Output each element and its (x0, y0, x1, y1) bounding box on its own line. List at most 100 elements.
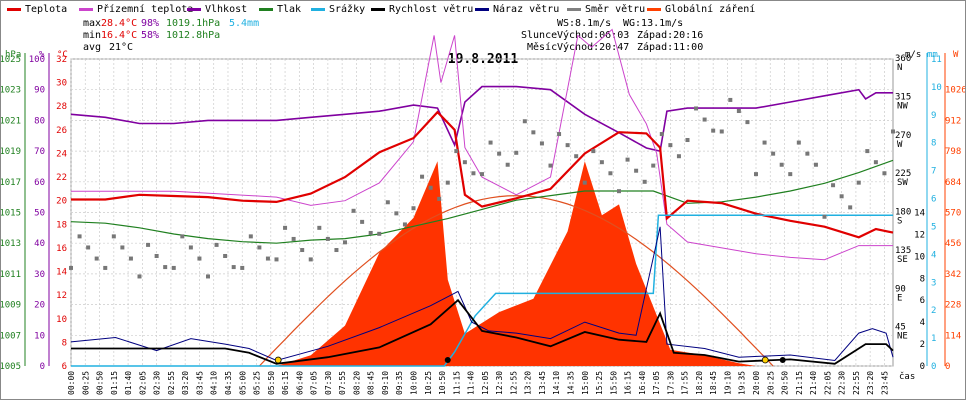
stats-max-hum: 98% (141, 18, 159, 29)
legend-swatch (187, 8, 201, 11)
degc-tick: 14 (56, 268, 67, 278)
legend-swatch (79, 8, 93, 11)
axes: 1025102310211019101710151013101110091007… (0, 50, 966, 372)
w-unit: W (953, 50, 959, 60)
wind-direction-point (488, 140, 493, 145)
degc-tick: 18 (56, 220, 67, 230)
wind-direction-point (343, 240, 347, 245)
mm-tick: 11 (931, 55, 942, 65)
wind-direction-point (497, 151, 502, 156)
wind-direction-point (274, 257, 279, 262)
time-tick: 03:45 (195, 371, 204, 395)
wind-direction-point (539, 141, 544, 146)
mm-unit: mm (927, 50, 938, 60)
pct-tick: 100 (29, 55, 45, 65)
wind-direction-point (711, 128, 716, 133)
wind-direction-point (736, 109, 741, 114)
wind-direction-point (805, 151, 810, 156)
wind-direction-point (754, 172, 758, 177)
wind-direction-point (146, 242, 151, 247)
legend-label: Teplota (25, 4, 67, 15)
mm-tick: 1 (931, 334, 936, 344)
legend-swatch (647, 8, 661, 11)
time-tick: 02:05 (138, 371, 147, 395)
dir-letter: SW (897, 178, 908, 188)
time-tick: 16:15 (624, 371, 633, 395)
ms-tick: 6 (920, 296, 925, 306)
wind-direction-point (719, 129, 724, 134)
time-tick: 10:25 (424, 371, 433, 395)
mm-tick: 6 (931, 195, 936, 205)
wind-direction-point (745, 120, 750, 125)
mm-tick: 9 (931, 111, 936, 121)
series-ground-temp (71, 28, 893, 261)
legend-label: Vlhkost (205, 4, 247, 15)
series-wind-gust (70, 226, 894, 362)
hpa-tick: 1019 (1, 147, 21, 157)
time-tick: 13:45 (538, 371, 547, 395)
dir-tick: 45 (895, 323, 906, 333)
wind-direction-point (317, 225, 322, 230)
sunrise-marker (274, 356, 282, 364)
wind-direction-point (599, 160, 604, 165)
wind-direction-point (300, 248, 305, 253)
degc-tick: 26 (56, 126, 67, 136)
time-tick: 09:10 (381, 371, 390, 395)
time-tick: 00:25 (81, 371, 90, 395)
legend-label: Náraz větru (493, 3, 559, 15)
time-tick: 03:20 (181, 371, 190, 395)
wind-direction-point (437, 196, 442, 201)
time-tick: 23:45 (880, 371, 889, 395)
wind-direction-point (839, 194, 844, 199)
time-tick: 19:10 (723, 371, 732, 395)
time-tick: 20:50 (781, 371, 790, 395)
wind-direction-point (574, 154, 579, 159)
legend-swatch (371, 8, 385, 11)
wind-direction-point (171, 265, 176, 270)
wind-direction-point (591, 149, 596, 154)
wind-direction-point (565, 143, 570, 148)
time-tick: 21:15 (795, 371, 804, 395)
wind-direction-point (325, 236, 330, 241)
time-tick: 18:20 (695, 371, 704, 395)
dir-tick: 270 (895, 131, 911, 141)
degc-tick: 22 (56, 173, 67, 183)
stats-min-label: min (83, 30, 101, 41)
wind-direction-point (728, 97, 733, 102)
wind-direction-point (428, 185, 433, 190)
wind-direction-point (831, 183, 836, 188)
wind-direction-point (94, 256, 99, 261)
hpa-unit: hPa (5, 50, 21, 60)
wind-direction-point (334, 248, 339, 253)
time-tick: 22:30 (838, 371, 847, 395)
wind-direction-point (420, 174, 425, 179)
pct-unit: % (39, 50, 45, 60)
wind-gust-info: WG:13.1m/s (623, 18, 683, 29)
pct-tick: 90 (34, 86, 45, 96)
time-tick: 07:30 (324, 371, 333, 395)
sunset: Západ:20:16 (637, 29, 703, 41)
series (69, 28, 895, 367)
wind-direction-point (557, 132, 562, 137)
wind-direction-point (685, 138, 690, 143)
dir-letter: W (897, 140, 903, 150)
series-radiation-clear-sky (258, 195, 774, 367)
mm-tick: 10 (931, 83, 942, 93)
stats-min-press: 1012.8hPa (166, 30, 220, 41)
wind-direction-point (265, 256, 270, 261)
time-tick: 04:35 (224, 371, 233, 395)
time-tick: 15:25 (595, 371, 604, 395)
time-tick: 08:20 (352, 371, 361, 395)
pct-tick: 0 (40, 362, 45, 372)
wind-direction-point (813, 162, 818, 167)
pct-tick: 70 (34, 147, 45, 157)
sunset-marker (761, 356, 769, 364)
wind-direction-point (822, 214, 827, 219)
dir-tick: 135 (895, 246, 911, 256)
legend-label: Směr větru (585, 3, 645, 15)
wind-direction-point (137, 274, 142, 279)
w-tick: 570 (945, 209, 961, 219)
wind-direction-point (625, 157, 630, 162)
wind-direction-point (796, 140, 801, 145)
time-tick: 00:00 (67, 371, 76, 395)
